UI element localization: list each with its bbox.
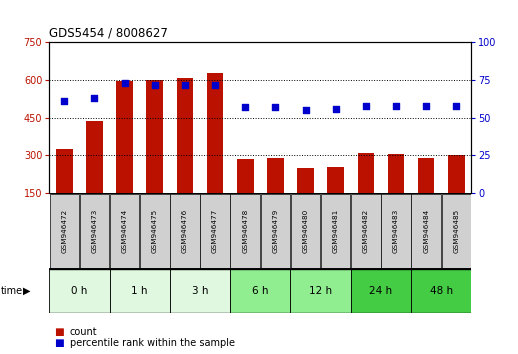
Bar (448, 155, 465, 193)
Text: GSM946484: GSM946484 (423, 209, 429, 253)
Text: percentile rank within the sample: percentile rank within the sample (70, 338, 235, 348)
Point (392, 103, 400, 108)
Point (332, 106, 340, 112)
Text: 12 h: 12 h (309, 286, 332, 296)
Point (151, 82, 159, 87)
Point (90, 95, 98, 101)
Text: GSM946483: GSM946483 (393, 209, 399, 253)
Bar (267, 158, 284, 193)
Bar (147, 80, 163, 193)
Text: 48 h: 48 h (429, 286, 453, 296)
Bar (207, 73, 223, 193)
Text: 3 h: 3 h (192, 286, 208, 296)
Text: count: count (70, 327, 97, 337)
Text: GSM946472: GSM946472 (61, 209, 67, 253)
Text: GSM946478: GSM946478 (242, 209, 248, 253)
Bar (110, 194, 139, 268)
Bar (50, 194, 79, 268)
Text: GSM946485: GSM946485 (453, 209, 459, 253)
Text: GSM946477: GSM946477 (212, 209, 218, 253)
Bar (231, 194, 260, 268)
Bar (418, 158, 435, 193)
Point (181, 82, 189, 87)
Text: ▶: ▶ (23, 286, 30, 296)
Bar (237, 159, 253, 193)
Bar (177, 78, 193, 193)
Bar (351, 269, 411, 313)
Point (241, 104, 249, 110)
Text: ■: ■ (54, 338, 64, 348)
Bar (411, 194, 441, 268)
Text: GSM946473: GSM946473 (92, 209, 97, 253)
Text: 6 h: 6 h (252, 286, 268, 296)
Bar (170, 194, 199, 268)
Bar (170, 269, 230, 313)
Bar (56, 149, 73, 193)
Bar (357, 153, 374, 193)
Text: GSM946479: GSM946479 (272, 209, 278, 253)
Bar (327, 167, 344, 193)
Bar (291, 269, 351, 313)
Text: 24 h: 24 h (369, 286, 393, 296)
Text: ■: ■ (54, 327, 64, 337)
Bar (117, 81, 133, 193)
Point (452, 103, 461, 108)
Point (121, 80, 129, 86)
Bar (291, 194, 320, 268)
Bar (86, 121, 103, 193)
Text: 0 h: 0 h (71, 286, 88, 296)
Point (60, 98, 68, 104)
Text: 1 h: 1 h (132, 286, 148, 296)
Bar (321, 194, 351, 268)
Bar (441, 194, 471, 268)
Bar (261, 194, 290, 268)
Text: GSM946481: GSM946481 (333, 209, 339, 253)
Bar (411, 269, 471, 313)
Bar (200, 194, 230, 268)
Point (271, 104, 280, 110)
Point (362, 103, 370, 108)
Point (301, 107, 310, 113)
Bar (49, 269, 109, 313)
Text: GSM946476: GSM946476 (182, 209, 188, 253)
Bar (109, 269, 170, 313)
Text: GDS5454 / 8008627: GDS5454 / 8008627 (49, 27, 168, 40)
Bar (351, 194, 381, 268)
Text: GSM946475: GSM946475 (152, 209, 158, 253)
Bar (140, 194, 169, 268)
Text: GSM946482: GSM946482 (363, 209, 369, 253)
Bar (230, 269, 291, 313)
Bar (387, 154, 404, 193)
Bar (297, 169, 314, 193)
Point (422, 103, 430, 108)
Bar (80, 194, 109, 268)
Point (211, 82, 219, 87)
Bar (381, 194, 411, 268)
Text: GSM946474: GSM946474 (122, 209, 127, 253)
Text: time: time (1, 286, 23, 296)
Text: GSM946480: GSM946480 (303, 209, 309, 253)
